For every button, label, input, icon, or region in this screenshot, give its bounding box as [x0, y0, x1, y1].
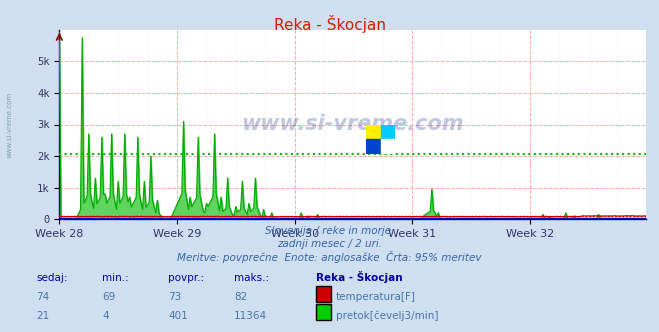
Text: 401: 401 — [168, 311, 188, 321]
Text: povpr.:: povpr.: — [168, 273, 204, 283]
Text: 74: 74 — [36, 292, 49, 302]
Text: pretok[čevelj3/min]: pretok[čevelj3/min] — [336, 310, 439, 321]
Bar — [366, 124, 381, 139]
Text: 69: 69 — [102, 292, 115, 302]
Text: 73: 73 — [168, 292, 181, 302]
Text: Meritve: povprečne  Enote: anglosaške  Črta: 95% meritev: Meritve: povprečne Enote: anglosaške Črt… — [177, 251, 482, 263]
Text: 82: 82 — [234, 292, 247, 302]
Text: temperatura[F]: temperatura[F] — [336, 292, 416, 302]
Bar — [381, 139, 395, 154]
Text: min.:: min.: — [102, 273, 129, 283]
Text: Reka - Škocjan: Reka - Škocjan — [316, 271, 403, 283]
Text: zadnji mesec / 2 uri.: zadnji mesec / 2 uri. — [277, 239, 382, 249]
Bar — [366, 139, 381, 154]
Bar — [381, 124, 395, 139]
Text: www.si-vreme.com: www.si-vreme.com — [241, 115, 464, 134]
Text: Reka - Škocjan: Reka - Škocjan — [273, 15, 386, 33]
Text: 11364: 11364 — [234, 311, 267, 321]
Text: sedaj:: sedaj: — [36, 273, 68, 283]
Text: www.si-vreme.com: www.si-vreme.com — [7, 91, 13, 158]
Text: 4: 4 — [102, 311, 109, 321]
Text: Slovenija / reke in morje.: Slovenija / reke in morje. — [265, 226, 394, 236]
Text: 21: 21 — [36, 311, 49, 321]
Text: maks.:: maks.: — [234, 273, 269, 283]
